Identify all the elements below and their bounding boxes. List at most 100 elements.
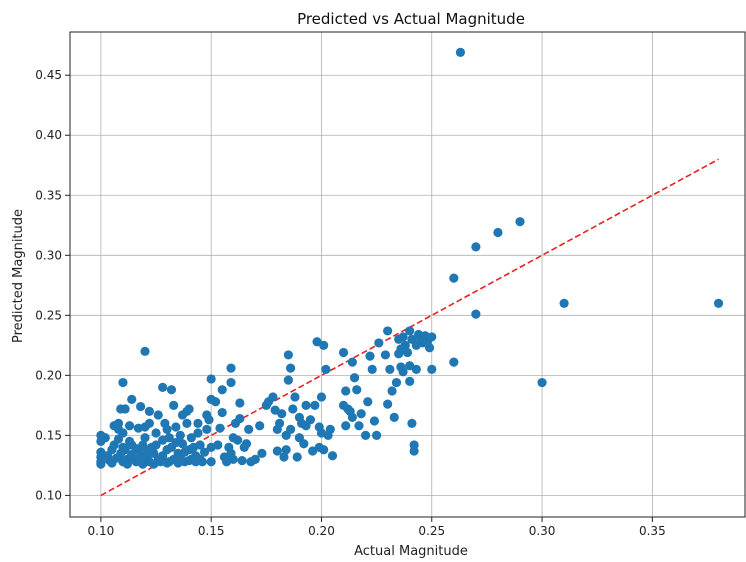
x-axis-label: Actual Magnitude <box>354 544 468 559</box>
data-point <box>237 455 247 466</box>
y-axis-label: Predicted Magnitude <box>11 209 26 343</box>
data-point <box>411 364 421 374</box>
data-point <box>182 418 192 428</box>
y-tick-label: 0.40 <box>35 128 62 142</box>
data-point <box>387 386 397 396</box>
y-tick-label: 0.30 <box>35 248 62 262</box>
data-point <box>127 394 137 404</box>
data-point <box>226 377 236 388</box>
data-point <box>268 392 278 402</box>
data-point <box>244 424 254 434</box>
y-tick-label: 0.45 <box>35 68 62 82</box>
data-point <box>206 457 216 467</box>
data-point <box>427 332 437 342</box>
x-tick-label: 0.35 <box>639 524 666 538</box>
data-point <box>202 424 212 434</box>
data-point <box>347 357 357 367</box>
data-point <box>455 47 466 58</box>
grid <box>70 32 745 517</box>
data-point <box>144 418 155 428</box>
data-point <box>206 374 216 384</box>
data-point <box>405 376 415 386</box>
data-point <box>250 454 260 464</box>
data-point <box>407 418 417 428</box>
data-point <box>274 418 285 428</box>
data-point <box>204 415 214 425</box>
data-point <box>301 400 311 410</box>
data-point <box>96 459 106 469</box>
data-point <box>383 326 393 336</box>
data-point <box>299 439 309 449</box>
data-point <box>169 400 179 410</box>
data-point <box>367 364 377 374</box>
data-point <box>352 385 362 395</box>
data-point <box>424 343 435 353</box>
data-point <box>515 217 525 227</box>
data-point <box>151 428 161 438</box>
data-point <box>372 430 382 440</box>
y-tick-label: 0.25 <box>35 308 62 322</box>
data-point <box>213 440 223 450</box>
data-point <box>316 392 327 402</box>
data-point <box>164 433 174 443</box>
data-point <box>449 273 459 283</box>
data-point <box>279 452 289 462</box>
data-point <box>409 446 419 456</box>
x-axis-ticks: 0.10 0.15 0.20 0.25 0.30 0.35 <box>88 517 666 538</box>
data-point <box>140 346 150 356</box>
data-point <box>195 440 205 450</box>
chart-title: Predicted vs Actual Magnitude <box>297 10 525 28</box>
data-point <box>341 421 351 431</box>
data-point <box>389 412 399 422</box>
data-point <box>186 433 196 443</box>
data-point <box>158 382 168 392</box>
data-point <box>391 377 402 388</box>
x-tick-label: 0.15 <box>198 524 225 538</box>
data-point <box>319 445 329 455</box>
data-point <box>283 350 293 360</box>
data-point <box>398 367 408 377</box>
data-point <box>400 340 410 350</box>
data-point <box>257 448 267 458</box>
data-point <box>365 351 375 361</box>
data-point <box>120 445 130 455</box>
data-point <box>427 364 437 374</box>
data-point <box>241 439 252 449</box>
plot-frame <box>69 31 746 518</box>
data-point <box>272 446 282 456</box>
data-point <box>341 386 351 396</box>
data-point <box>177 439 188 449</box>
x-tick-label: 0.20 <box>308 524 335 538</box>
data-point <box>277 409 287 419</box>
data-point <box>153 410 163 420</box>
x-tick-label: 0.10 <box>88 524 115 538</box>
data-point <box>122 459 132 469</box>
data-point <box>327 451 338 461</box>
data-point <box>347 412 357 422</box>
y-axis-ticks: 0.10 0.15 0.20 0.25 0.30 0.35 0.40 0.45 <box>35 68 70 502</box>
data-point <box>310 400 320 410</box>
data-points <box>96 47 724 469</box>
data-point <box>118 377 128 388</box>
data-point <box>197 457 207 467</box>
data-point <box>349 373 360 383</box>
data-point <box>100 433 110 443</box>
data-point <box>124 421 135 431</box>
data-point <box>449 357 459 367</box>
data-point <box>338 347 349 358</box>
data-point <box>360 430 371 440</box>
data-point <box>325 424 335 434</box>
y-tick-label: 0.10 <box>35 488 62 502</box>
data-point <box>305 415 316 425</box>
data-point <box>374 338 384 348</box>
data-point <box>166 385 177 395</box>
data-point <box>281 445 291 455</box>
data-point <box>193 418 203 428</box>
data-point <box>235 413 245 424</box>
data-point <box>285 363 296 373</box>
x-tick-label: 0.25 <box>418 524 445 538</box>
data-point <box>493 227 503 238</box>
data-point <box>217 407 227 418</box>
data-point <box>255 421 265 431</box>
x-tick-label: 0.30 <box>529 524 556 538</box>
